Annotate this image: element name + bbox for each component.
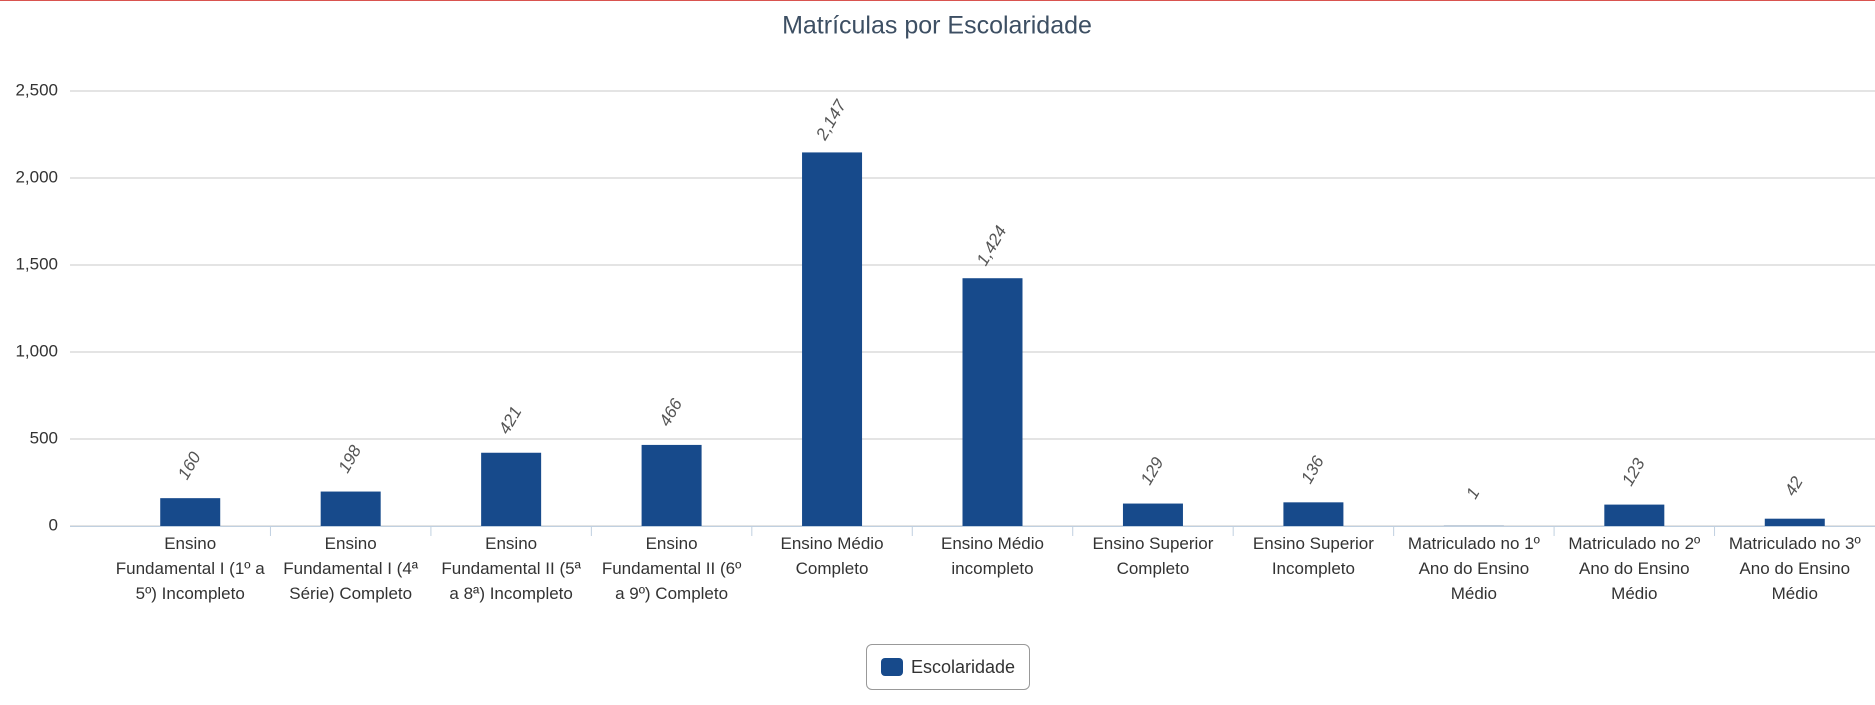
data-label: 2,147: [812, 96, 850, 144]
bar: [1764, 518, 1825, 526]
data-label: 160: [174, 448, 205, 483]
data-label: 1,424: [973, 223, 1011, 269]
bar: [802, 152, 863, 526]
bar: [1283, 502, 1344, 526]
data-label: 466: [655, 395, 686, 430]
x-tick-label: Matriculado no 2º Ano do Ensino Médio: [1568, 534, 1701, 603]
bar: [160, 498, 221, 526]
y-tick-label: 2,000: [15, 167, 58, 186]
x-tick-label: Ensino Fundamental I (1º a 5º) Incomplet…: [115, 534, 265, 603]
data-label: 421: [495, 403, 526, 437]
x-tick-label: Ensino Fundamental II (5ª a 8ª) Incomple…: [441, 534, 581, 603]
data-label: 123: [1618, 455, 1649, 490]
y-tick-label: 1,000: [15, 341, 58, 360]
bar: [1604, 504, 1665, 526]
bar: [481, 452, 542, 526]
chart-title: Matrículas por Escolaridade: [782, 12, 1092, 40]
x-tick-label: Ensino Fundamental II (6º a 9º) Completo: [601, 534, 742, 603]
y-tick-label: 500: [30, 428, 58, 447]
x-tick-label: Ensino Superior Completo: [1092, 534, 1214, 578]
data-label: 198: [334, 442, 365, 477]
bar: [641, 444, 702, 526]
x-tick-label: Ensino Superior Incompleto: [1252, 534, 1374, 578]
x-tick-label: Ensino Fundamental I (4ª Série) Completo: [283, 534, 419, 603]
bar: [962, 278, 1023, 526]
x-tick-label: Ensino Médio Completo: [780, 534, 884, 578]
legend-swatch: [880, 658, 903, 676]
y-tick-label: 2,500: [15, 80, 58, 99]
bar: [320, 491, 381, 526]
y-tick-label: 1,500: [15, 254, 58, 273]
legend[interactable]: Escolaridade: [866, 644, 1030, 690]
legend-label: Escolaridade: [910, 656, 1016, 677]
data-label: 1: [1462, 484, 1483, 502]
data-label: 129: [1137, 454, 1168, 489]
x-tick-label: Matriculado no 3º Ano do Ensino Médio: [1728, 534, 1861, 603]
y-tick-label: 0: [49, 515, 58, 534]
x-tick-label: Matriculado no 1º Ano do Ensino Médio: [1407, 534, 1540, 603]
x-tick-label: Ensino Médio incompleto: [940, 534, 1044, 578]
data-label: 42: [1781, 473, 1807, 499]
data-label: 136: [1297, 452, 1328, 487]
bar: [1122, 503, 1183, 526]
